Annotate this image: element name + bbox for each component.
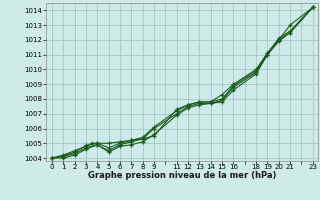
X-axis label: Graphe pression niveau de la mer (hPa): Graphe pression niveau de la mer (hPa) <box>88 171 276 180</box>
